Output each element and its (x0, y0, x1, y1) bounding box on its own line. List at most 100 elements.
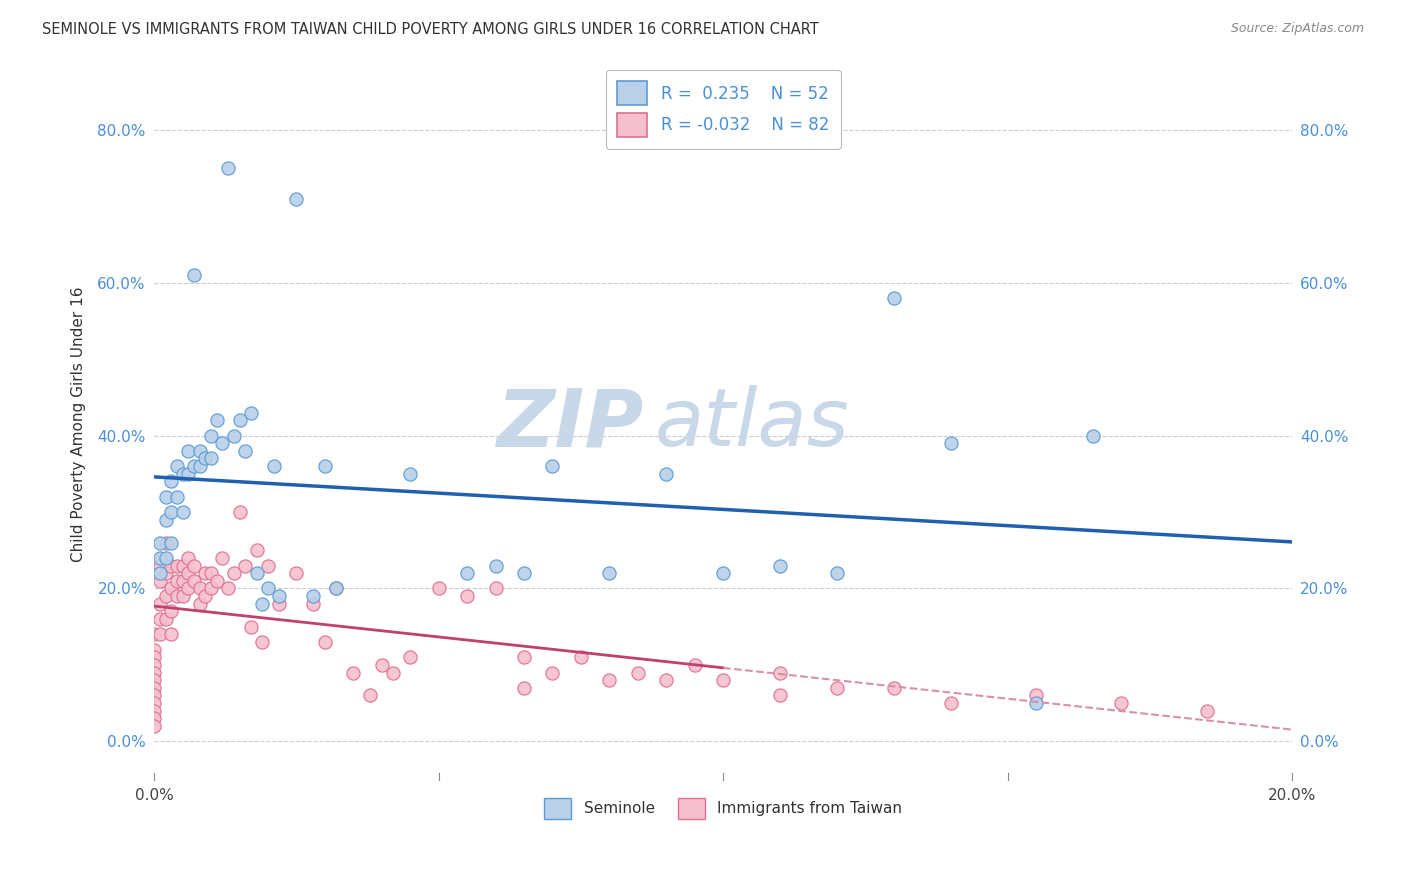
Point (883, 681, 905, 695)
Point (257, 582, 280, 596)
Point (1025, 689, 1047, 703)
Point (200, 451, 222, 466)
Point (172, 558, 194, 573)
Point (598, 566, 620, 581)
Point (160, 475, 183, 489)
Point (149, 597, 172, 611)
Point (285, 566, 308, 581)
Point (166, 558, 188, 573)
Point (183, 558, 205, 573)
Point (513, 681, 536, 695)
Point (683, 657, 706, 672)
Point (172, 505, 194, 519)
Point (155, 490, 177, 504)
Point (456, 589, 478, 603)
Point (371, 657, 394, 672)
Point (541, 459, 564, 474)
Point (143, 627, 166, 641)
Point (484, 582, 506, 596)
Point (188, 459, 211, 474)
Point (939, 696, 962, 710)
Point (172, 589, 194, 603)
Point (160, 505, 183, 519)
Point (143, 650, 166, 665)
Point (325, 582, 347, 596)
Point (160, 558, 183, 573)
Point (166, 589, 188, 603)
Point (252, 597, 274, 611)
Point (177, 467, 200, 481)
Point (160, 604, 183, 618)
Point (484, 558, 506, 573)
Point (325, 582, 347, 596)
Point (456, 566, 478, 581)
Point (342, 665, 364, 680)
Point (149, 574, 172, 588)
Point (194, 589, 217, 603)
Point (883, 291, 905, 305)
Point (939, 436, 962, 450)
Point (143, 704, 166, 718)
Point (166, 459, 188, 474)
Point (143, 719, 166, 733)
Point (233, 443, 256, 458)
Point (194, 566, 217, 581)
Point (149, 558, 172, 573)
Point (143, 665, 166, 680)
Point (200, 566, 222, 581)
Point (239, 620, 262, 634)
Point (217, 161, 239, 175)
Point (222, 566, 245, 581)
Point (155, 535, 177, 549)
Point (257, 558, 280, 573)
Point (211, 550, 233, 565)
Point (513, 650, 536, 665)
Point (172, 574, 194, 588)
Point (382, 665, 405, 680)
Point (233, 558, 256, 573)
Point (166, 490, 188, 504)
Point (217, 582, 239, 596)
Text: atlas: atlas (655, 385, 849, 463)
Point (769, 558, 792, 573)
Point (359, 689, 381, 703)
Point (143, 689, 166, 703)
Point (183, 459, 205, 474)
Point (627, 665, 650, 680)
Point (155, 566, 177, 581)
Point (177, 443, 200, 458)
Point (655, 467, 678, 481)
Point (228, 413, 250, 427)
Point (222, 428, 245, 442)
Point (149, 550, 172, 565)
Point (263, 459, 285, 474)
Point (143, 696, 166, 710)
Point (200, 582, 222, 596)
Point (188, 582, 211, 596)
Point (149, 566, 172, 581)
Point (172, 467, 194, 481)
Point (183, 574, 205, 588)
Point (200, 428, 222, 442)
Point (314, 635, 336, 649)
Point (427, 582, 450, 596)
Point (655, 673, 678, 688)
Point (166, 574, 188, 588)
Point (399, 467, 422, 481)
Point (239, 406, 262, 420)
Point (1111, 696, 1133, 710)
Point (245, 566, 267, 581)
Point (143, 642, 166, 657)
Point (155, 513, 177, 527)
Point (149, 612, 172, 626)
Point (149, 627, 172, 641)
Text: Source: ZipAtlas.com: Source: ZipAtlas.com (1230, 22, 1364, 36)
Point (1081, 428, 1104, 442)
Point (143, 673, 166, 688)
Point (569, 650, 592, 665)
Text: SEMINOLE VS IMMIGRANTS FROM TAIWAN CHILD POVERTY AMONG GIRLS UNDER 16 CORRELATIO: SEMINOLE VS IMMIGRANTS FROM TAIWAN CHILD… (42, 22, 818, 37)
Point (183, 268, 205, 282)
Point (188, 443, 211, 458)
Point (160, 627, 183, 641)
Point (252, 635, 274, 649)
